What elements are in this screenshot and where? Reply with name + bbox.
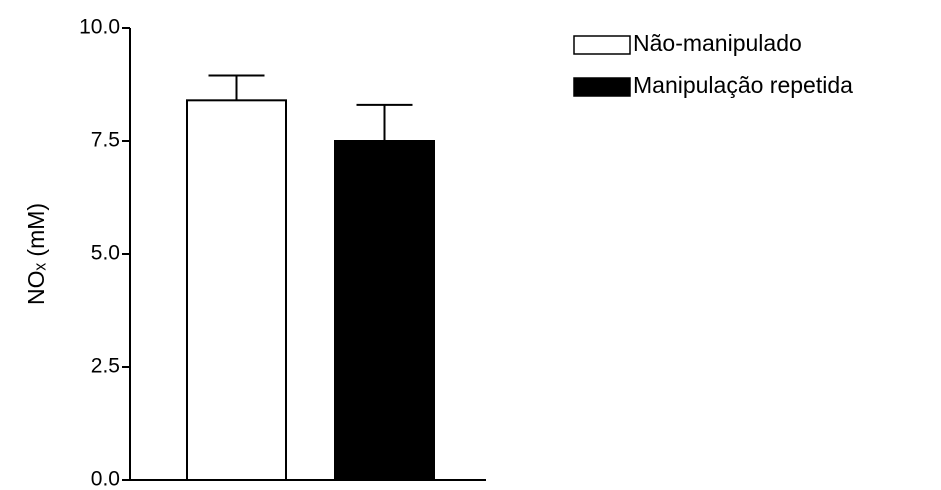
y-tick-label: 10.0 xyxy=(79,16,120,39)
legend-swatch xyxy=(573,35,631,55)
y-tick-label: 5.0 xyxy=(91,242,120,265)
bar xyxy=(186,99,287,481)
y-tick-label: 0.0 xyxy=(91,468,120,490)
y-tick-label: 2.5 xyxy=(91,355,120,378)
legend-label: Não-manipulado xyxy=(633,30,802,56)
legend-label: Manipulação repetida xyxy=(633,72,853,98)
legend-swatch xyxy=(573,77,631,97)
y-axis-label: NOₓ (mM) xyxy=(23,203,49,305)
y-tick-label: 7.5 xyxy=(91,129,120,152)
bar xyxy=(334,140,435,481)
